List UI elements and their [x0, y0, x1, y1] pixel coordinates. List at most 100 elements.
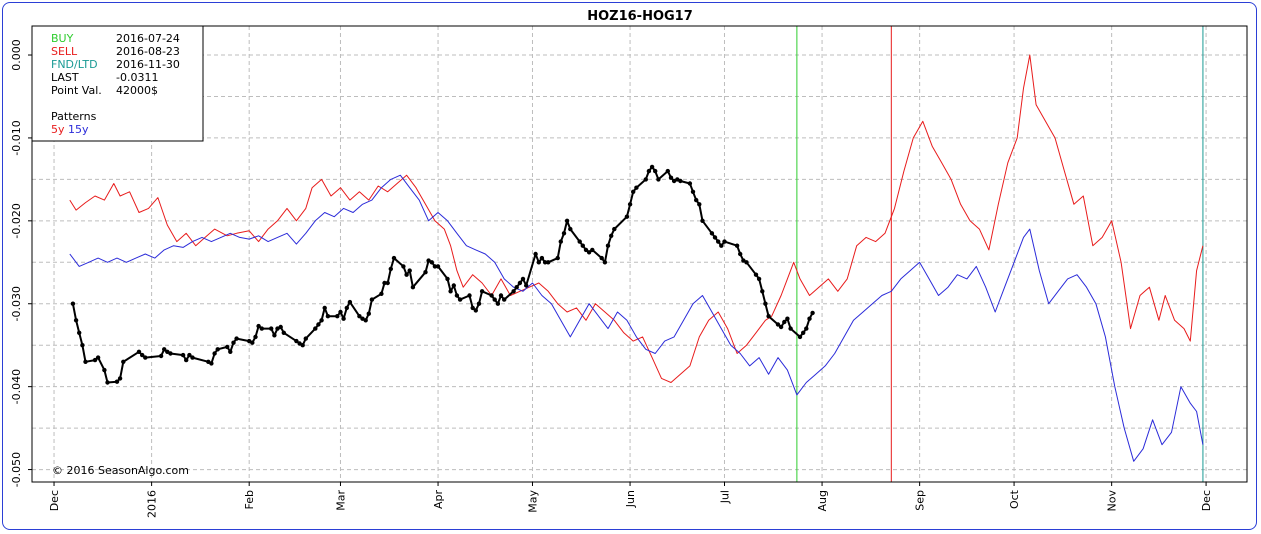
price-point: [782, 319, 787, 325]
price-point: [319, 318, 324, 323]
info-box-background: [31, 25, 204, 142]
price-point: [785, 316, 790, 321]
y-tick-label: 0.000: [10, 39, 23, 71]
price-point: [445, 276, 450, 282]
price-point: [467, 293, 472, 298]
price-point: [716, 239, 721, 244]
price-point: [756, 276, 762, 282]
y-tick-label: -0.020: [10, 203, 23, 238]
x-tick-label: Aug: [816, 490, 829, 511]
y-tick-label: -0.050: [10, 452, 23, 487]
price-point: [489, 293, 494, 298]
price-point: [338, 309, 343, 315]
plot-area: [31, 25, 1248, 483]
price-point: [665, 168, 670, 174]
price-point: [542, 260, 548, 265]
price-point: [391, 255, 397, 261]
price-point: [646, 168, 652, 174]
price-point: [83, 359, 88, 364]
price-point: [357, 314, 362, 319]
price-point: [209, 361, 214, 366]
x-tick-label: Jun: [624, 490, 637, 508]
price-point: [690, 189, 696, 194]
price-point: [624, 214, 630, 219]
price-point: [187, 352, 192, 358]
price-markers: [70, 164, 815, 385]
price-point: [694, 197, 699, 203]
price-point: [643, 177, 648, 182]
legend-15y: 15y: [68, 123, 89, 136]
price-point: [492, 297, 497, 302]
price-point: [502, 297, 507, 302]
info-rows: BUY 2016-07-24 SELL 2016-08-23 FND/LTD 2016-1…: [51, 32, 180, 97]
price-point: [140, 352, 145, 358]
x-tick-label: Dec: [48, 490, 61, 511]
price-point: [366, 311, 371, 316]
price-point: [763, 301, 768, 306]
price-point: [520, 276, 526, 282]
price-point: [558, 239, 563, 244]
price-point: [322, 305, 327, 311]
price-point: [577, 239, 582, 244]
price-point: [168, 351, 173, 356]
price-point: [775, 322, 781, 327]
price-point: [801, 330, 806, 335]
price-point: [184, 357, 189, 363]
price-point: [423, 270, 428, 275]
price-point: [278, 324, 283, 330]
price-point: [738, 251, 743, 257]
price-point: [634, 185, 639, 190]
info-label: Point Val.: [51, 84, 102, 97]
info-value: 42000$: [116, 84, 158, 97]
price-point: [656, 177, 661, 182]
series-line-15y: [69, 174, 1204, 462]
price-point: [602, 260, 608, 265]
price-point: [697, 202, 702, 207]
price-point: [121, 359, 126, 364]
price-point: [117, 376, 123, 381]
price-point: [80, 343, 85, 348]
price-point: [382, 280, 387, 286]
series-line-hoz16hog17: [71, 165, 814, 384]
patterns-legend: 5y 15y: [51, 123, 89, 136]
price-point: [778, 324, 784, 330]
legend-5y: 5y: [51, 123, 65, 136]
price-point: [253, 334, 258, 340]
price-point: [92, 357, 98, 363]
series-lines: [69, 54, 1204, 462]
price-point: [105, 380, 110, 385]
copyright-text: © 2016 SeasonAlgo.com: [52, 464, 189, 477]
price-point: [514, 285, 519, 290]
price-point: [344, 305, 349, 311]
price-point: [457, 297, 463, 302]
price-point: [476, 301, 482, 306]
info-label: FND/LTD: [51, 58, 98, 71]
price-point: [498, 293, 504, 298]
price-point: [454, 293, 460, 298]
info-label: BUY: [51, 32, 74, 45]
price-point: [435, 264, 441, 269]
price-point: [495, 301, 501, 306]
price-point: [564, 218, 570, 223]
price-point: [407, 268, 412, 273]
price-point: [719, 243, 724, 248]
y-tick-label: -0.040: [10, 369, 23, 404]
price-point: [612, 226, 617, 232]
info-value: 2016-11-30: [116, 58, 180, 71]
price-point: [760, 289, 765, 294]
price-point: [609, 233, 614, 238]
price-point: [325, 314, 331, 319]
price-point: [432, 264, 438, 269]
price-point: [180, 352, 186, 358]
event-lines: [796, 26, 1204, 482]
price-point: [401, 264, 406, 269]
price-point: [190, 355, 195, 360]
price-point: [228, 349, 233, 354]
price-point: [259, 326, 264, 331]
x-tick-label: Dec: [1200, 490, 1213, 511]
price-point: [95, 355, 101, 360]
price-point: [379, 291, 384, 296]
price-point: [700, 218, 705, 223]
x-tick-label: Feb: [243, 490, 256, 509]
